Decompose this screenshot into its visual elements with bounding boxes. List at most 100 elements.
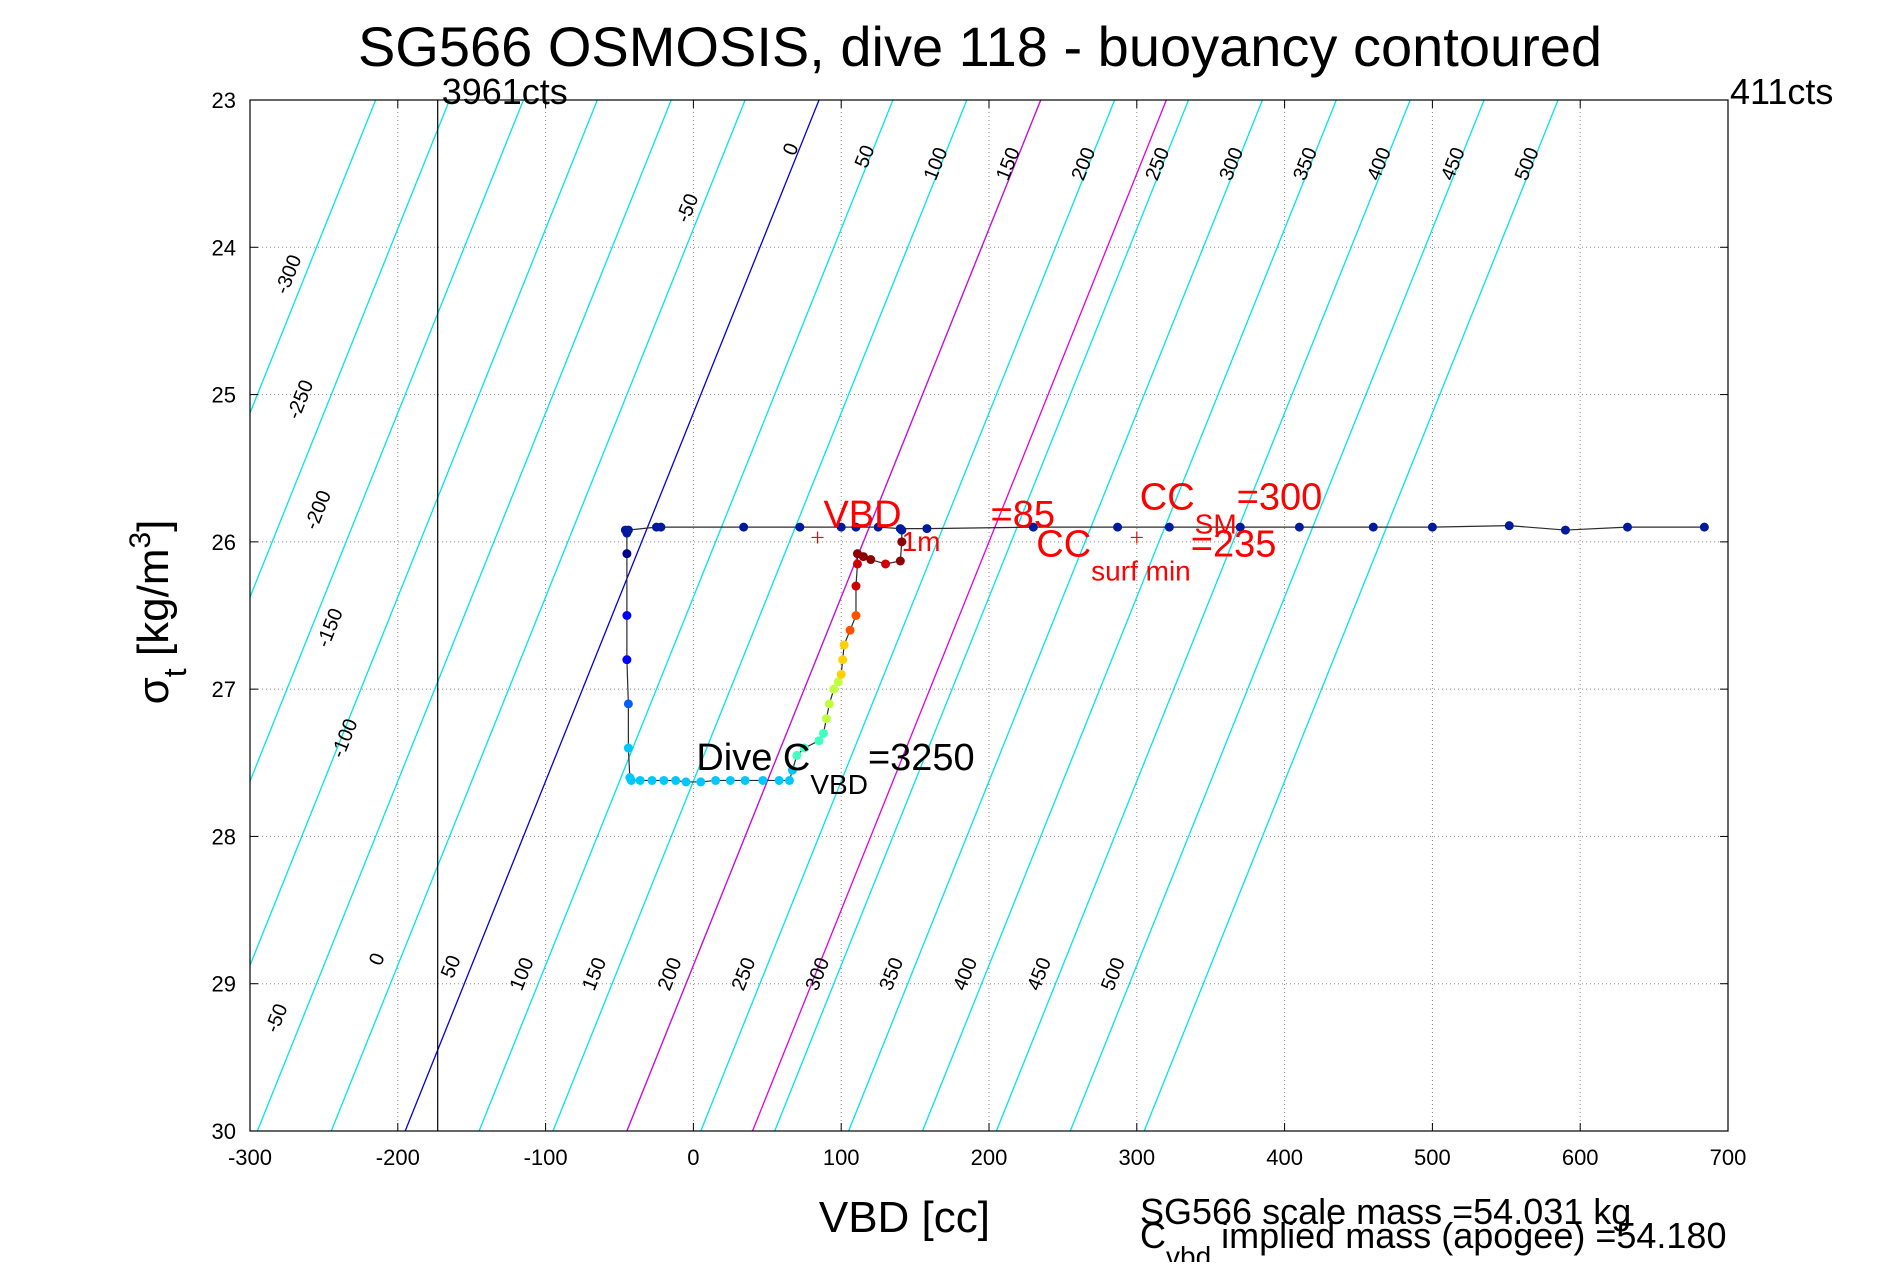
profile-point bbox=[622, 528, 632, 538]
reference-markers bbox=[811, 531, 1143, 544]
count-label: 3961cts bbox=[442, 71, 568, 112]
x-tick-label: 600 bbox=[1562, 1145, 1599, 1170]
contour-line bbox=[250, 100, 451, 599]
profile-point bbox=[681, 777, 691, 787]
profile-point bbox=[1164, 522, 1174, 532]
contour-line bbox=[1069, 100, 1485, 1131]
profile-point bbox=[852, 559, 862, 569]
contour-line bbox=[847, 100, 1264, 1131]
profile-point bbox=[1294, 522, 1304, 532]
profile-point bbox=[623, 743, 633, 753]
x-tick-label: 400 bbox=[1266, 1145, 1303, 1170]
annotation-ccsurf: CCsurf min=235 bbox=[1036, 524, 1276, 587]
profile-point bbox=[897, 537, 907, 547]
annotation-divec: Dive CVBD=3250 bbox=[696, 737, 974, 800]
profile-point bbox=[1028, 522, 1038, 532]
profile-point bbox=[851, 581, 861, 591]
contour-line bbox=[552, 100, 968, 1131]
x-tick-label: -300 bbox=[228, 1145, 272, 1170]
profile-point bbox=[851, 611, 861, 620]
contour-line-highlight bbox=[751, 100, 1167, 1131]
profile-point bbox=[626, 775, 636, 785]
x-tick-label: -100 bbox=[524, 1145, 568, 1170]
x-tick-label: 200 bbox=[971, 1145, 1008, 1170]
count-label: 411cts bbox=[1730, 71, 1833, 112]
y-tick-label: 25 bbox=[212, 383, 236, 408]
count-markers: 3961cts 411cts bbox=[437, 71, 1833, 1131]
scale-mass-text: SG566 scale mass =54.031 kg bbox=[1140, 1191, 1631, 1232]
profile-point bbox=[1235, 522, 1245, 532]
profile-point bbox=[787, 765, 797, 775]
profile-point bbox=[836, 522, 846, 532]
profile-point bbox=[845, 625, 855, 635]
profile-point bbox=[897, 525, 907, 535]
mass-footer: SG566 scale mass =54.031 kg Cvbd implied… bbox=[1140, 1191, 1726, 1267]
profile-point bbox=[792, 750, 802, 760]
profile-point bbox=[814, 736, 824, 746]
profile-point bbox=[866, 555, 876, 565]
profile-point bbox=[1368, 522, 1378, 532]
profile-point bbox=[821, 714, 831, 724]
y-tick-label: 26 bbox=[212, 530, 236, 555]
contour-line-highlight bbox=[626, 100, 1042, 1131]
profile-point bbox=[623, 699, 633, 709]
profile-point bbox=[740, 775, 750, 785]
profile-point bbox=[922, 524, 932, 534]
profile-point bbox=[824, 699, 834, 709]
annotation-ccsm: CCSM=300 bbox=[1140, 476, 1322, 539]
profile-point bbox=[1699, 522, 1709, 532]
profile-point bbox=[799, 743, 809, 753]
profile-point bbox=[758, 775, 768, 785]
x-tick-label: 0 bbox=[687, 1145, 699, 1170]
dive-profile bbox=[620, 521, 1709, 787]
profile-point bbox=[622, 549, 632, 559]
profile-point bbox=[696, 777, 706, 787]
contour-line bbox=[330, 100, 746, 1131]
profile-point bbox=[1560, 525, 1570, 535]
profile-point bbox=[873, 522, 883, 532]
y-tick-label: 27 bbox=[212, 677, 236, 702]
x-tick-label: 300 bbox=[1118, 1145, 1155, 1170]
contour-line bbox=[250, 100, 525, 783]
profile-point bbox=[784, 775, 794, 785]
svg-text:σt [kg/m3]: σt [kg/m3] bbox=[124, 520, 193, 705]
contour-line bbox=[250, 100, 598, 968]
contour-line bbox=[256, 100, 672, 1131]
contour-line bbox=[700, 100, 1116, 1131]
profile-point bbox=[839, 640, 849, 650]
implied-mass-text: Cvbd implied mass (apogee) =54.180 bbox=[1140, 1215, 1726, 1262]
annotation-vbd1m: VBD1m=85 bbox=[823, 494, 1055, 557]
y-tick-label: 30 bbox=[212, 1119, 236, 1144]
profile-point bbox=[795, 522, 805, 532]
profile-point bbox=[851, 522, 861, 532]
profile-point bbox=[858, 552, 868, 562]
x-tick-label: -200 bbox=[376, 1145, 420, 1170]
profile-point bbox=[1504, 521, 1514, 531]
profile-point bbox=[725, 775, 735, 785]
marker-cc_sm bbox=[1130, 531, 1143, 544]
profile-point bbox=[671, 775, 681, 785]
profile-point bbox=[622, 655, 632, 665]
profile-point bbox=[895, 556, 905, 566]
x-axis-label: VBD [cc] bbox=[819, 1193, 990, 1242]
chart-title: SG566 OSMOSIS, dive 118 - buoyancy conto… bbox=[358, 15, 1602, 78]
profile-point bbox=[635, 775, 645, 785]
contour-line bbox=[1143, 100, 1559, 1131]
profile-point bbox=[836, 669, 846, 679]
contour-line bbox=[921, 100, 1337, 1131]
profile-point bbox=[833, 677, 843, 687]
profile-point bbox=[651, 522, 661, 532]
profile-point bbox=[647, 775, 657, 785]
contour-line bbox=[478, 100, 894, 1131]
profile-point bbox=[1113, 522, 1123, 532]
x-tick-label: 100 bbox=[823, 1145, 860, 1170]
contour-line bbox=[774, 100, 1190, 1131]
profile-point bbox=[818, 728, 828, 738]
contour-line bbox=[250, 100, 377, 415]
contour-line-neutral bbox=[404, 100, 820, 1131]
x-tick-label: 700 bbox=[1710, 1145, 1747, 1170]
